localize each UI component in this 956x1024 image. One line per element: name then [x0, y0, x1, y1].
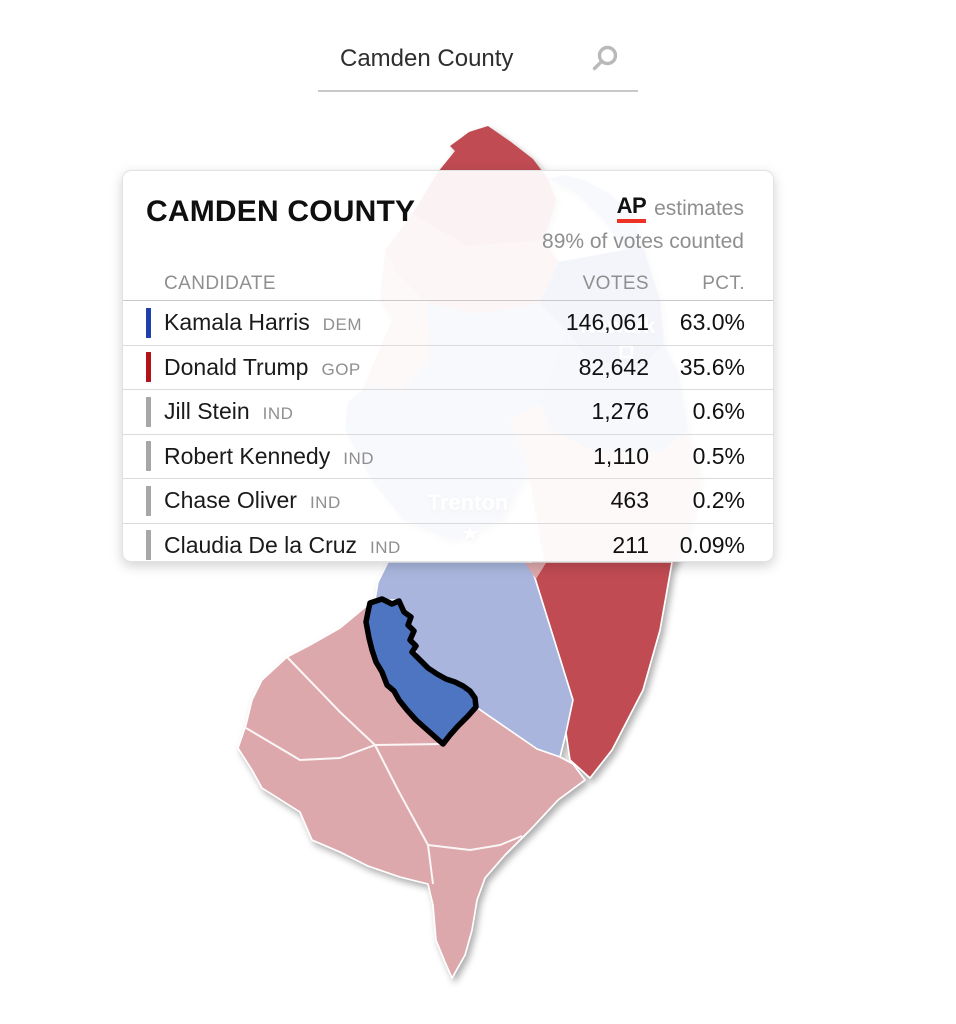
table-row: Donald Trump GOP 82,642 35.6% — [123, 346, 773, 390]
party-label: IND — [309, 493, 341, 513]
table-row: Claudia De la Cruz IND 211 0.09% — [123, 524, 773, 562]
votes-value: 146,061 — [565, 309, 649, 336]
candidate-name: Jill Stein — [164, 398, 250, 425]
county-search-field[interactable]: Camden County — [318, 28, 638, 92]
col-pct: PCT. — [702, 272, 745, 294]
south-jersey-counties[interactable] — [237, 561, 673, 979]
table-row: Chase Oliver IND 463 0.2% — [123, 479, 773, 524]
county-camden-selected — [363, 596, 479, 747]
votes-value: 1,276 — [591, 398, 649, 425]
votes-value: 82,642 — [578, 353, 649, 380]
ap-logo: AP — [616, 195, 647, 223]
table-row: Kamala Harris DEM 146,061 63.0% — [123, 301, 773, 346]
table-row: Jill Stein IND 1,276 0.6% — [123, 390, 773, 435]
col-votes: VOTES — [582, 272, 649, 294]
votes-value: 463 — [610, 487, 649, 514]
candidate-name: Donald Trump — [164, 353, 309, 380]
candidate-name: Kamala Harris — [164, 309, 310, 336]
pct-value: 0.2% — [692, 487, 745, 514]
candidate-name: Robert Kennedy — [164, 442, 331, 469]
results-table: CANDIDATE VOTES PCT. Kamala Harris DEM 14… — [123, 267, 773, 562]
pct-value: 0.09% — [679, 531, 745, 558]
party-label: IND — [262, 404, 294, 424]
pct-value: 0.6% — [692, 398, 745, 425]
party-label: IND — [370, 537, 401, 557]
votes-value: 211 — [612, 531, 649, 558]
estimates-label: estimates — [654, 197, 744, 220]
table-header: CANDIDATE VOTES PCT. — [123, 267, 773, 301]
party-label: GOP — [321, 359, 361, 379]
party-color-bar — [146, 396, 151, 427]
pct-value: 63.0% — [679, 309, 745, 336]
search-input[interactable]: Camden County — [340, 45, 514, 72]
votes-counted-label: 89% of votes counted — [542, 230, 744, 253]
party-label: IND — [343, 448, 375, 468]
party-color-bar — [146, 485, 151, 516]
table-row: Robert Kennedy IND 1,110 0.5% — [123, 435, 773, 479]
county-title: CAMDEN COUNTY — [146, 195, 416, 228]
pct-value: 35.6% — [679, 353, 745, 380]
county-monmouth-tip — [525, 563, 546, 579]
card-meta: AP estimates 89% of votes counted — [542, 195, 744, 254]
search-icon[interactable] — [590, 44, 620, 74]
county-results-card: CAMDEN COUNTY AP estimates 89% of votes … — [122, 170, 774, 562]
party-color-bar — [146, 352, 151, 383]
party-color-bar — [146, 307, 151, 338]
county-borders — [245, 656, 523, 885]
party-color-bar — [146, 441, 151, 472]
county-ocean — [529, 561, 673, 779]
party-label: DEM — [322, 315, 362, 335]
pct-value: 0.5% — [692, 442, 745, 469]
candidate-name: Claudia De la Cruz — [164, 531, 358, 558]
party-color-bar — [146, 530, 151, 561]
col-candidate: CANDIDATE — [164, 272, 276, 294]
votes-value: 1,110 — [593, 442, 649, 469]
candidate-name: Chase Oliver — [164, 487, 297, 514]
